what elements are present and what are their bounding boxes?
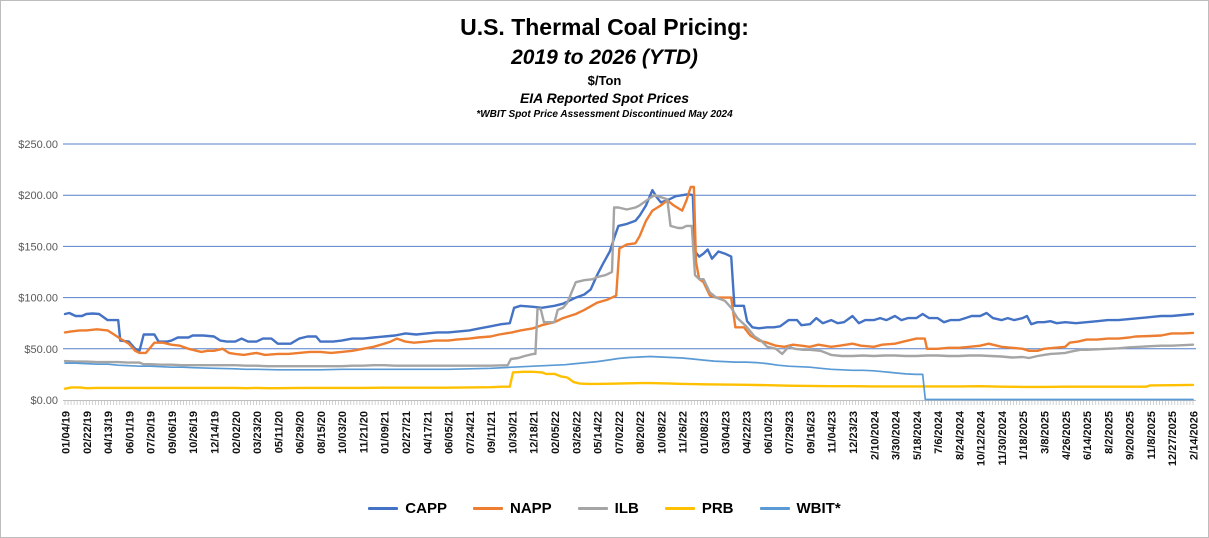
x-axis-label: 02/22/19 <box>82 411 94 454</box>
chart-title-years: 2019 to 2026 (YTD) <box>511 46 698 70</box>
x-axis-label: 09/16/23 <box>805 411 817 454</box>
legend-swatch <box>577 506 608 511</box>
y-axis-label: $50.00 <box>24 344 58 356</box>
x-axis-label: 9/20/2025 <box>1125 411 1137 460</box>
x-axis-label: 12/23/23 <box>848 411 860 454</box>
x-axis-label: 08/20/22 <box>635 411 647 454</box>
x-axis-label: 06/29/20 <box>295 411 307 454</box>
x-axis-label: 07/24/21 <box>465 411 477 454</box>
x-axis-label: 8/2/2025 <box>1103 411 1115 454</box>
x-axis-label: 07/20/19 <box>146 411 158 454</box>
chart-legend: CAPP NAPP ILB PRB WBIT* <box>1 500 1208 517</box>
series-line-ilb <box>63 193 1195 368</box>
legend-swatch <box>472 506 503 511</box>
x-axis-label: 09/06/19 <box>167 411 179 454</box>
x-axis-label: 3/30/2024 <box>891 410 903 460</box>
x-axis-label: 06/05/21 <box>444 411 456 454</box>
x-axis-label: 01/04/19 <box>61 411 73 454</box>
x-axis-label: 11/04/23 <box>827 411 839 453</box>
x-axis-label: 04/13/19 <box>103 411 115 454</box>
x-axis-label: 01/09/21 <box>380 411 392 454</box>
y-axis-label: $250.00 <box>18 139 58 151</box>
x-axis-label: 3/8/2025 <box>1040 411 1052 454</box>
x-axis-label: 7/6/2024 <box>933 410 945 454</box>
legend-item-prb: PRB <box>664 500 734 517</box>
legend-item-napp: NAPP <box>472 500 552 517</box>
x-axis-label: 08/15/20 <box>316 411 328 454</box>
x-axis-label: 6/14/2025 <box>1082 411 1094 460</box>
x-axis-label: 01/08/23 <box>699 411 711 454</box>
legend-label: CAPP <box>405 500 447 517</box>
x-axis-label: 2/14/2026 <box>1189 411 1201 460</box>
y-axis-label: $0.00 <box>30 395 58 407</box>
x-axis-label: 11/26/22 <box>678 411 690 453</box>
legend-label: WBIT* <box>796 500 841 517</box>
x-axis-label: 03/23/20 <box>252 411 264 454</box>
x-axis-label: 11/30/2024 <box>997 410 1009 465</box>
x-axis-label: 07/29/23 <box>784 411 796 454</box>
series-line-wbit <box>64 355 1194 401</box>
x-axis-label: 09/11/21 <box>486 411 498 453</box>
x-axis-label: 11/21/20 <box>358 411 370 453</box>
unit-label: $/Ton <box>587 73 622 89</box>
x-axis-label: 12/27/2025 <box>1167 411 1179 466</box>
x-axis-label: 1/18/2025 <box>1018 411 1030 460</box>
y-axis-label: $100.00 <box>18 293 58 305</box>
wbit-footnote: *WBIT Spot Price Assessment Discontinued… <box>476 108 733 120</box>
series-line-napp <box>63 185 1195 357</box>
x-axis-label: 5/18/2024 <box>912 410 924 460</box>
x-axis-label: 03/26/22 <box>571 411 583 454</box>
chart-title: U.S. Thermal Coal Pricing: <box>460 14 749 40</box>
x-axis-label: 06/01/19 <box>124 411 136 454</box>
legend-label: ILB <box>614 500 639 517</box>
x-axis-label: 8/24/2024 <box>954 410 966 460</box>
series-line-prb <box>63 370 1195 390</box>
x-axis-label: 4/26/2025 <box>1061 411 1073 460</box>
legend-label: PRB <box>701 500 734 517</box>
x-axis-label: 06/10/23 <box>763 411 775 454</box>
title-block: U.S. Thermal Coal Pricing: 2019 to 2026 … <box>1 12 1208 122</box>
x-axis-label: 05/14/22 <box>593 411 605 454</box>
x-axis-label: 10/26/19 <box>188 411 200 454</box>
x-axis-label: 2/10/2024 <box>869 410 881 460</box>
legend-swatch <box>759 507 790 510</box>
legend-item-ilb: ILB <box>577 500 639 517</box>
legend-swatch <box>368 506 399 511</box>
x-axis-label: 02/05/22 <box>550 411 562 454</box>
x-axis-label: 10/30/21 <box>507 411 519 454</box>
y-axis-label: $150.00 <box>18 241 58 253</box>
x-axis-label: 03/04/23 <box>720 411 732 454</box>
x-axis-label: 04/17/21 <box>422 411 434 454</box>
x-axis-label: 12/14/19 <box>209 411 221 454</box>
x-axis-label: 07/02/22 <box>614 411 626 454</box>
x-axis-label: 05/11/20 <box>273 411 285 453</box>
legend-swatch <box>664 506 695 511</box>
x-axis-label: 10/12/2024 <box>976 410 988 466</box>
x-axis-label: 02/02/20 <box>231 411 243 454</box>
x-axis-label: 11/8/2025 <box>1146 411 1158 459</box>
x-axis-label: 02/27/21 <box>401 411 413 454</box>
source-label: EIA Reported Spot Prices <box>519 89 690 106</box>
x-axis-label: 10/08/22 <box>656 411 668 454</box>
legend-item-wbit: WBIT* <box>759 500 841 517</box>
legend-label: NAPP <box>509 500 552 517</box>
legend-item-capp: CAPP <box>368 500 447 517</box>
x-axis-label: 10/03/20 <box>337 411 349 454</box>
x-axis-label: 04/22/23 <box>742 411 754 454</box>
x-axis-label: 12/18/21 <box>529 411 541 454</box>
y-axis-label: $200.00 <box>18 190 58 202</box>
series-line-capp <box>63 188 1195 352</box>
